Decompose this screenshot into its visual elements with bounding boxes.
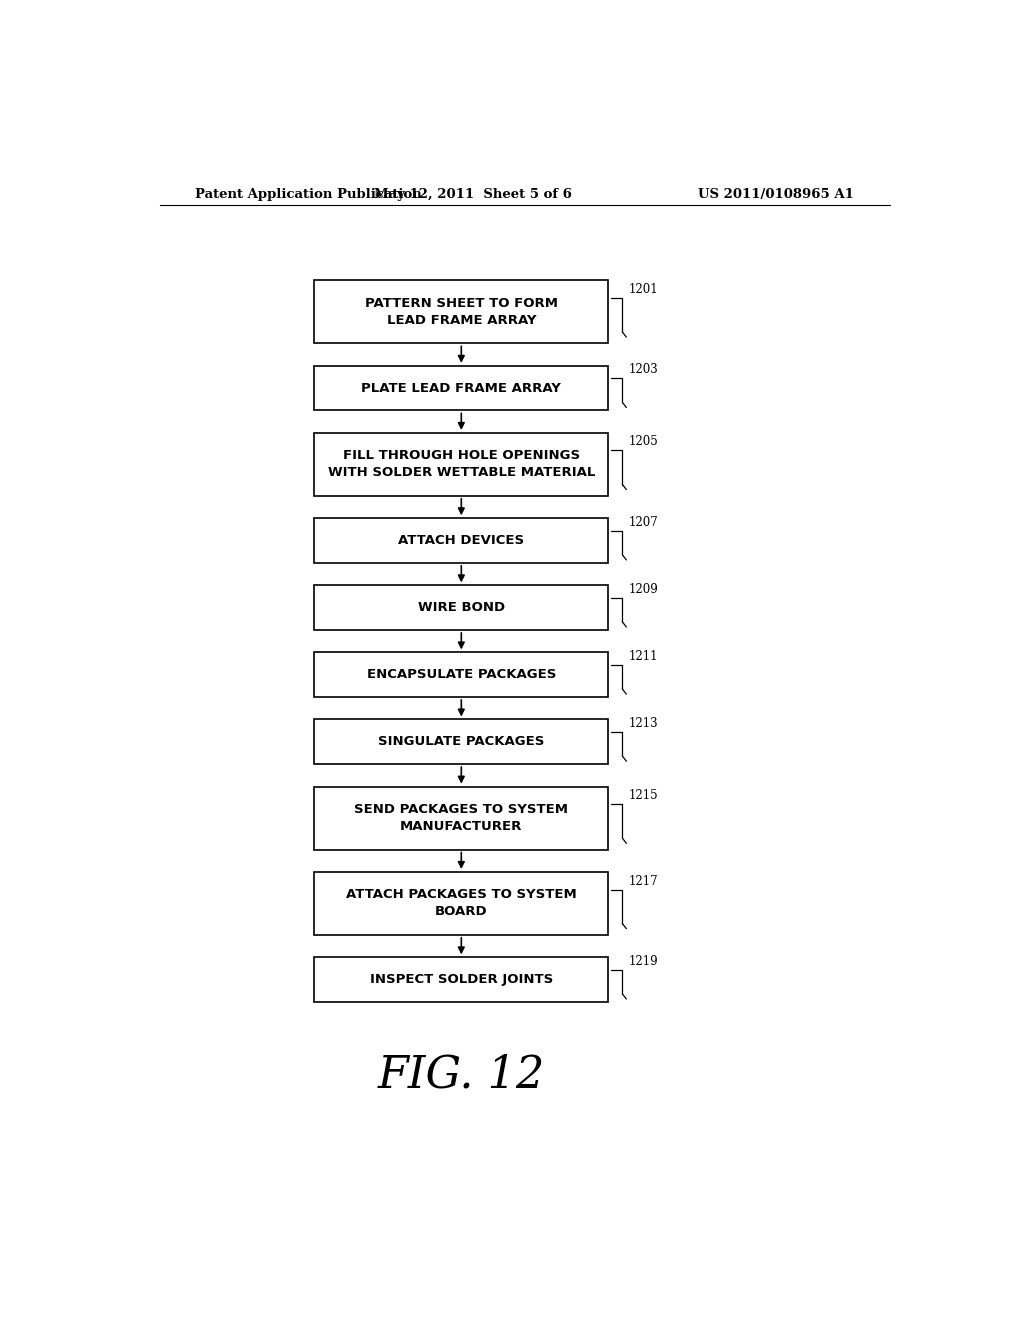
- Text: PLATE LEAD FRAME ARRAY: PLATE LEAD FRAME ARRAY: [361, 381, 561, 395]
- Text: May 12, 2011  Sheet 5 of 6: May 12, 2011 Sheet 5 of 6: [375, 189, 572, 202]
- FancyBboxPatch shape: [314, 787, 608, 850]
- Text: 1205: 1205: [629, 436, 658, 449]
- Text: FIG. 12: FIG. 12: [378, 1053, 545, 1097]
- Text: 1217: 1217: [629, 875, 658, 887]
- Text: SEND PACKAGES TO SYSTEM
MANUFACTURER: SEND PACKAGES TO SYSTEM MANUFACTURER: [354, 803, 568, 833]
- Text: 1211: 1211: [629, 649, 658, 663]
- Text: 1203: 1203: [629, 363, 658, 376]
- Text: 1209: 1209: [629, 582, 658, 595]
- Text: SINGULATE PACKAGES: SINGULATE PACKAGES: [378, 735, 545, 748]
- Text: WIRE BOND: WIRE BOND: [418, 601, 505, 614]
- Text: ATTACH DEVICES: ATTACH DEVICES: [398, 535, 524, 546]
- FancyBboxPatch shape: [314, 719, 608, 764]
- FancyBboxPatch shape: [314, 433, 608, 496]
- Text: PATTERN SHEET TO FORM
LEAD FRAME ARRAY: PATTERN SHEET TO FORM LEAD FRAME ARRAY: [365, 297, 558, 327]
- Text: FILL THROUGH HOLE OPENINGS
WITH SOLDER WETTABLE MATERIAL: FILL THROUGH HOLE OPENINGS WITH SOLDER W…: [328, 449, 595, 479]
- Text: 1213: 1213: [629, 717, 658, 730]
- FancyBboxPatch shape: [314, 652, 608, 697]
- FancyBboxPatch shape: [314, 585, 608, 630]
- Text: INSPECT SOLDER JOINTS: INSPECT SOLDER JOINTS: [370, 973, 553, 986]
- FancyBboxPatch shape: [314, 957, 608, 1002]
- Text: ENCAPSULATE PACKAGES: ENCAPSULATE PACKAGES: [367, 668, 556, 681]
- Text: 1219: 1219: [629, 954, 658, 968]
- Text: 1207: 1207: [629, 516, 658, 529]
- Text: ATTACH PACKAGES TO SYSTEM
BOARD: ATTACH PACKAGES TO SYSTEM BOARD: [346, 888, 577, 919]
- Text: Patent Application Publication: Patent Application Publication: [196, 189, 422, 202]
- FancyBboxPatch shape: [314, 280, 608, 343]
- Text: US 2011/0108965 A1: US 2011/0108965 A1: [698, 189, 854, 202]
- Text: 1215: 1215: [629, 789, 658, 803]
- FancyBboxPatch shape: [314, 366, 608, 411]
- Text: 1201: 1201: [629, 282, 658, 296]
- FancyBboxPatch shape: [314, 873, 608, 935]
- FancyBboxPatch shape: [314, 519, 608, 562]
